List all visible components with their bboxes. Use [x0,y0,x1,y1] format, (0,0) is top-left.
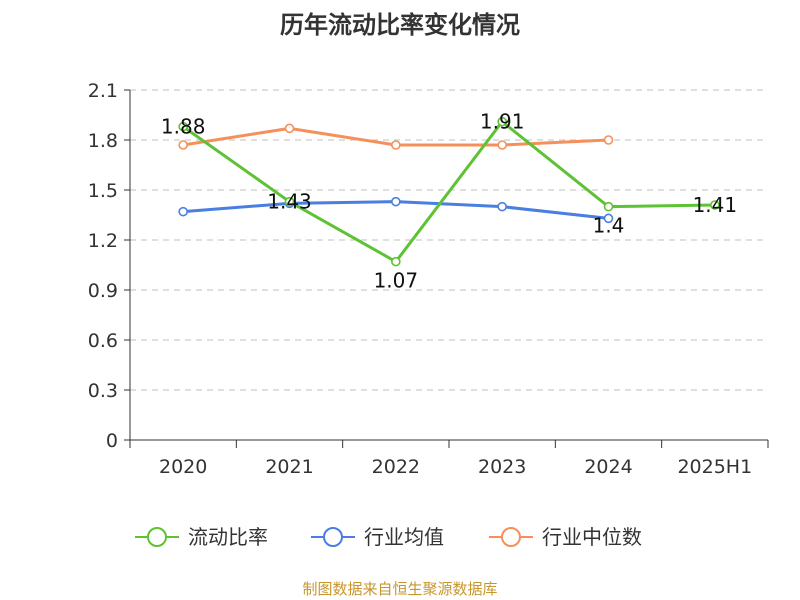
axes: 0 0.3 0.6 0.9 1.2 1.5 1.8 2.1 2020 2021 2022 2023 20… [88,80,769,478]
legend-label: 行业均值 [364,525,444,549]
series-lines [178,116,720,267]
x-tick-label: 2025H1 [677,456,752,478]
data-point[interactable] [284,196,295,207]
data-label: 1.07 [374,269,419,293]
series-line [182,120,715,264]
data-labels: 1.88 1.43 1.07 1.91 1.4 1.41 [161,110,737,293]
data-label: 1.88 [161,115,206,139]
x-tick-label: 2024 [584,456,632,478]
y-tick-label: 0.3 [88,380,118,402]
y-tick-label: 0.9 [88,280,118,302]
data-point[interactable] [710,200,720,210]
data-point[interactable] [284,123,295,134]
legend-item[interactable]: 行业均值 [311,525,444,549]
x-tick-label: 2023 [478,456,526,478]
series-2 [178,123,614,150]
series-0 [178,116,720,267]
chart-title: 历年流动比率变化情况 [280,11,520,39]
data-point[interactable] [603,135,614,145]
data-point[interactable] [391,196,401,207]
data-point[interactable] [603,201,614,212]
data-point[interactable] [497,140,507,150]
legend-label: 行业中位数 [542,525,642,549]
data-label: 1.41 [693,193,738,217]
data-point[interactable] [497,201,507,212]
data-label: 1.4 [593,214,625,238]
legend-item[interactable]: 行业中位数 [489,525,642,549]
data-point[interactable] [178,121,188,132]
data-label: 1.43 [267,190,312,214]
data-point[interactable] [178,206,188,217]
legend-item[interactable]: 流动比率 [135,525,268,549]
y-tick-label: 0.6 [88,330,118,352]
data-label: 1.91 [480,110,525,134]
y-tick-label: 2.1 [88,80,118,102]
legend-label: 流动比率 [188,525,268,549]
grid-lines [130,89,768,391]
data-point[interactable] [178,140,188,150]
x-tick-label: 2020 [159,456,207,478]
x-tick-label: 2022 [372,456,420,478]
data-point[interactable] [391,140,401,150]
legend-swatch-marker [323,527,343,547]
y-tick-label: 1.8 [88,130,118,152]
data-point[interactable] [497,116,507,127]
series-1 [178,196,614,224]
legend[interactable]: 流动比率 行业均值 行业中位数 [135,525,642,549]
source-note: 制图数据来自恒生聚源数据库 [302,580,497,598]
x-tick-label: 2021 [265,456,313,478]
y-tick-label: 0 [106,430,118,452]
data-point[interactable] [603,213,614,224]
y-tick-label: 1.5 [88,180,118,202]
legend-swatch-marker [147,527,167,547]
data-point[interactable] [391,256,401,267]
legend-swatch-marker [501,527,521,547]
y-tick-label: 1.2 [88,230,118,252]
